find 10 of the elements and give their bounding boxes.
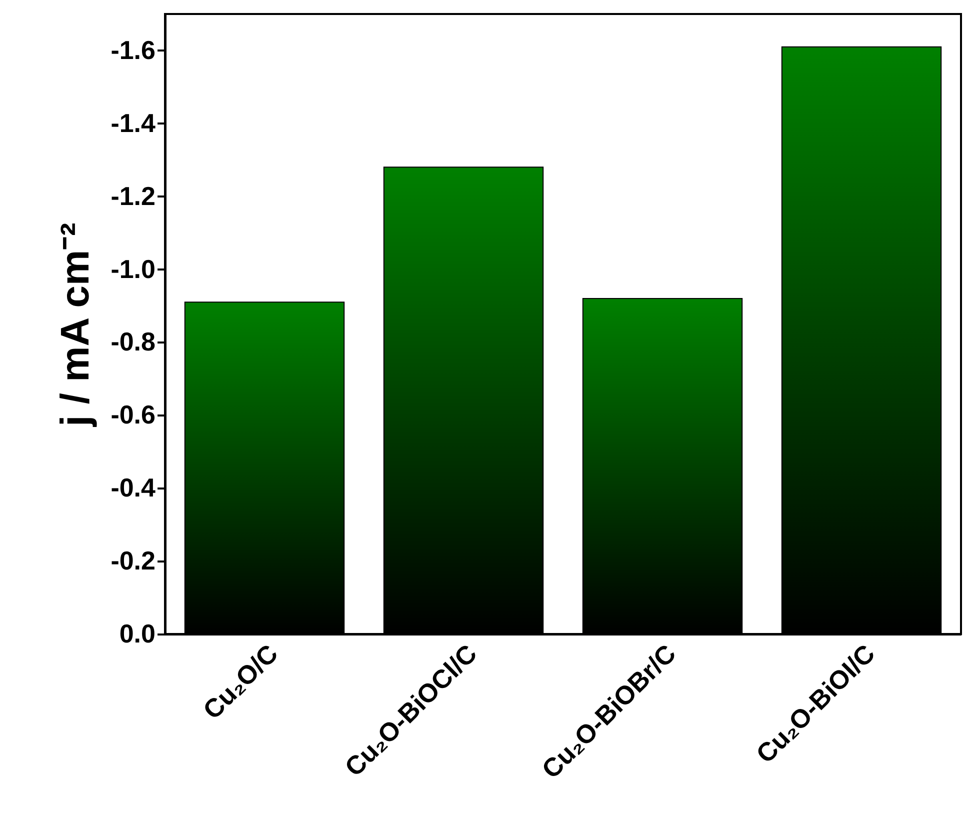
y-tick-label: -0.6: [110, 400, 156, 430]
y-tick-label: -0.4: [110, 472, 156, 503]
y-tick-label: -0.8: [110, 326, 156, 357]
y-tick-label: -1.6: [110, 34, 156, 65]
y-tick-label: 0.0: [119, 618, 156, 648]
y-tick-label: -0.2: [110, 546, 156, 576]
y-tick-label: -1.2: [110, 180, 156, 211]
y-tick-label: -1.4: [110, 108, 156, 138]
y-tick-label: -1.0: [110, 254, 156, 284]
y-axis-title: j / mA cm⁻²: [54, 222, 98, 428]
